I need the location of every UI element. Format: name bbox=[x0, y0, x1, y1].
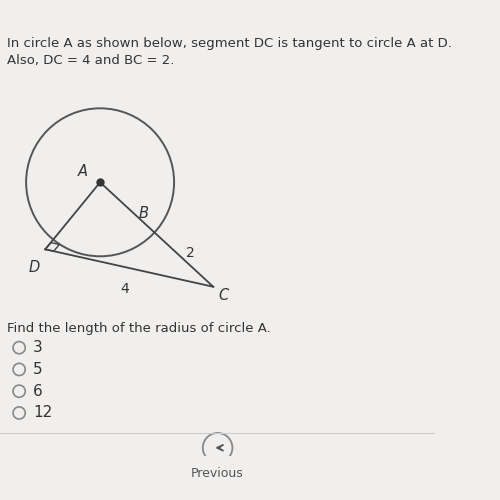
Text: B: B bbox=[138, 206, 148, 222]
Text: In circle A as shown below, segment DC is tangent to circle A at D.: In circle A as shown below, segment DC i… bbox=[7, 37, 452, 50]
Text: A: A bbox=[78, 164, 88, 179]
Text: Find the length of the radius of circle A.: Find the length of the radius of circle … bbox=[7, 322, 270, 334]
Text: 12: 12 bbox=[33, 406, 52, 420]
Text: 6: 6 bbox=[33, 384, 43, 398]
Text: C: C bbox=[218, 288, 228, 304]
Text: 5: 5 bbox=[33, 362, 42, 377]
Text: 4: 4 bbox=[120, 282, 130, 296]
Text: D: D bbox=[29, 260, 40, 275]
Text: Previous: Previous bbox=[191, 467, 244, 480]
Text: 2: 2 bbox=[186, 246, 195, 260]
Text: 3: 3 bbox=[33, 340, 43, 355]
Text: Also, DC = 4 and BC = 2.: Also, DC = 4 and BC = 2. bbox=[7, 54, 174, 68]
